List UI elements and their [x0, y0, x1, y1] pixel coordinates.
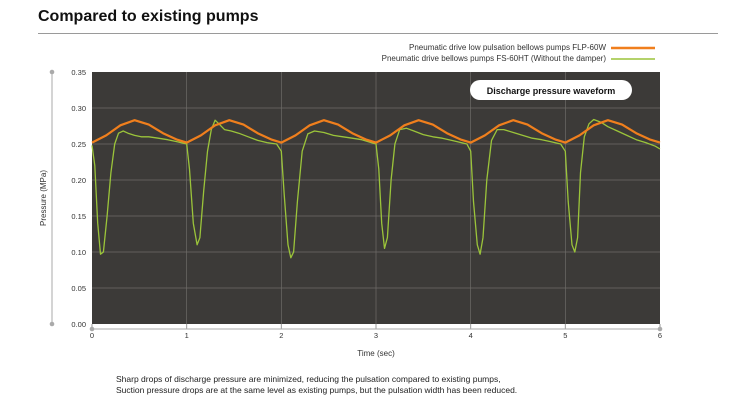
footnote: Sharp drops of discharge pressure are mi… [116, 374, 517, 396]
footnote-line-1: Sharp drops of discharge pressure are mi… [116, 374, 501, 384]
x-tick-label: 0 [90, 331, 94, 340]
x-tick-label: 3 [374, 331, 378, 340]
x-tick-label: 6 [658, 331, 662, 340]
y-axis-title: Pressure (MPa) [39, 170, 48, 226]
y-tick-label: 0.25 [71, 140, 86, 149]
x-tick-label: 1 [185, 331, 189, 340]
inset-label-text: Discharge pressure waveform [487, 86, 616, 96]
x-tick-label: 5 [563, 331, 567, 340]
y-axis-bottom-dot [49, 321, 55, 327]
legend-label-flp-60w: Pneumatic drive low pulsation bellows pu… [409, 43, 606, 52]
x-axis-end-dot [657, 326, 663, 332]
legend-item-flp-60w: Pneumatic drive low pulsation bellows pu… [382, 42, 655, 53]
y-tick-label: 0.15 [71, 212, 86, 221]
legend: Pneumatic drive low pulsation bellows pu… [382, 42, 655, 64]
y-tick-label: 0.05 [71, 284, 86, 293]
heading-divider [38, 33, 718, 34]
y-tick-label: 0.10 [71, 248, 86, 257]
legend-swatch-flp-60w [611, 46, 655, 49]
legend-label-fs-60ht: Pneumatic drive bellows pumps FS-60HT (W… [381, 54, 606, 63]
x-axis-start-dot [89, 326, 95, 332]
y-tick-label: 0.00 [71, 320, 86, 329]
series-line-flp-60w [91, 119, 661, 144]
inset-label-pill [470, 80, 632, 100]
legend-item-fs-60ht: Pneumatic drive bellows pumps FS-60HT (W… [382, 53, 655, 64]
series-line-fs-60ht [91, 118, 661, 259]
y-tick-label: 0.20 [71, 176, 86, 185]
y-tick-label: 0.35 [71, 68, 86, 77]
x-tick-label: 2 [279, 331, 283, 340]
x-axis-title: Time (sec) [357, 349, 395, 358]
y-tick-label: 0.30 [71, 104, 86, 113]
y-axis-top-dot [49, 69, 55, 75]
footnote-line-2: Suction pressure drops are at the same l… [116, 385, 518, 395]
page-title: Compared to existing pumps [38, 8, 259, 25]
legend-swatch-fs-60ht [611, 57, 655, 60]
x-tick-label: 4 [469, 331, 473, 340]
